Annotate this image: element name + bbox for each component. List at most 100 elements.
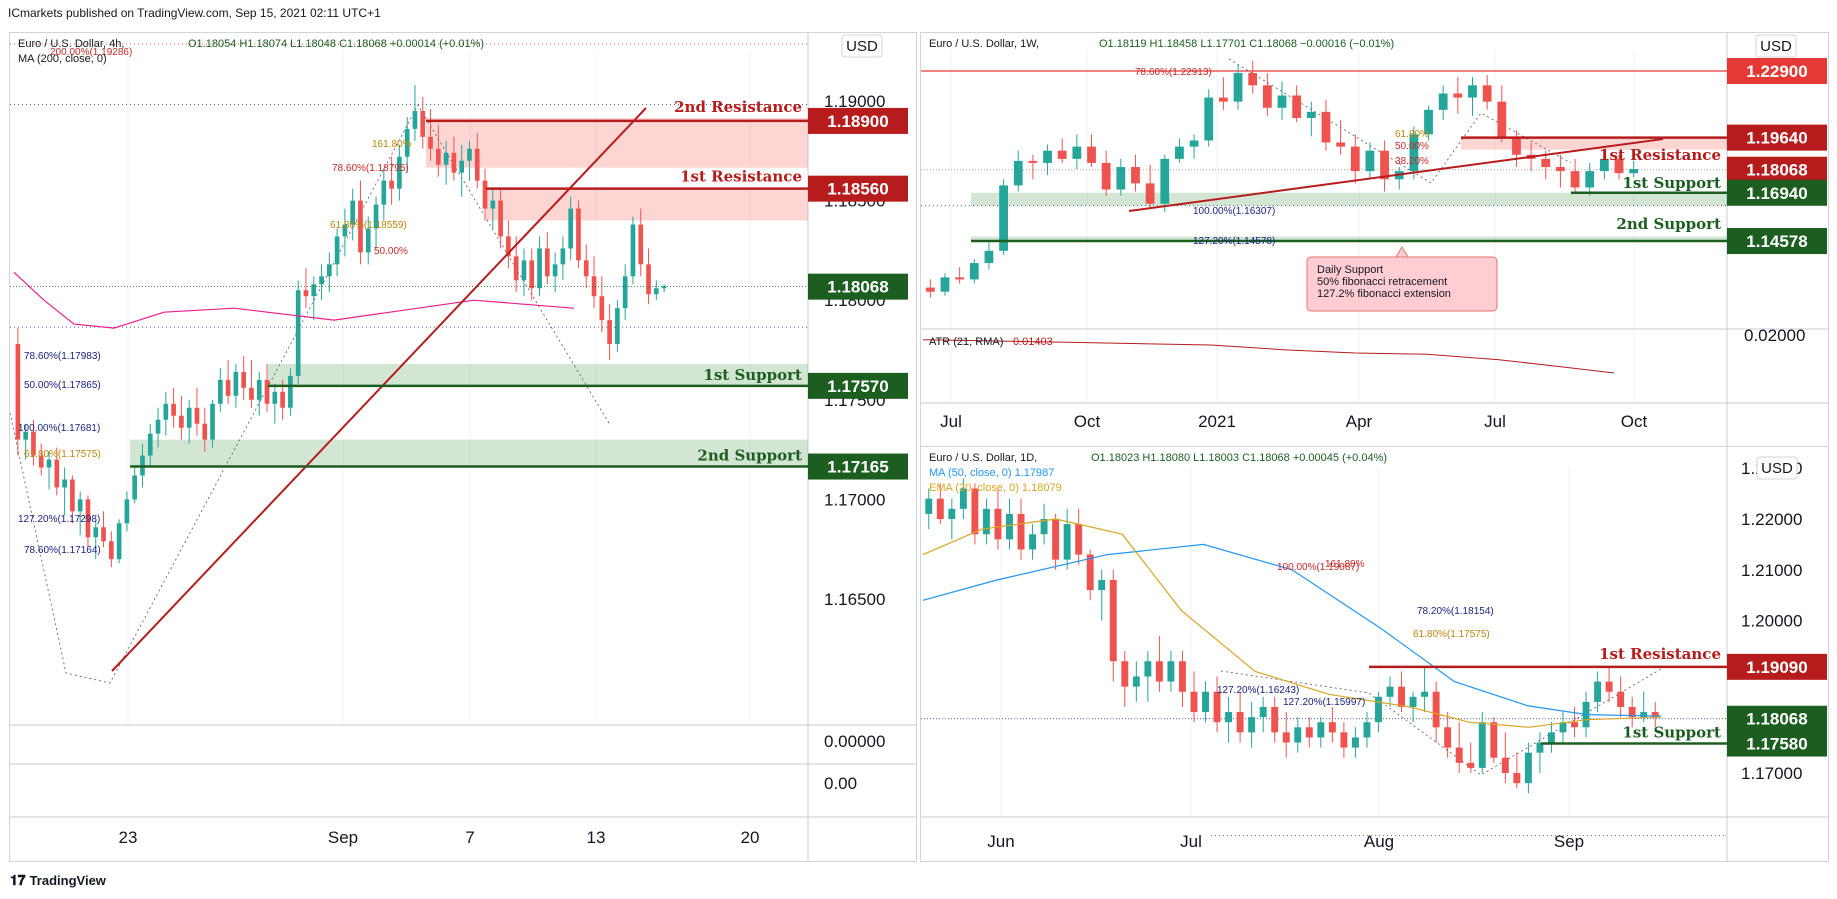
candle-4h-candle	[147, 433, 153, 456]
candle-4h-candle	[38, 455, 44, 468]
candle-1d-candle	[1109, 579, 1117, 662]
candle-4h-candle	[412, 110, 418, 129]
candle-1d-candle	[1328, 722, 1336, 733]
candle-4h-candle	[249, 387, 254, 400]
candle-4h-candle	[288, 375, 293, 408]
candle-1w-candle	[1482, 85, 1492, 102]
price-tag-resistance-1-bg	[808, 175, 908, 202]
chart-1w-svg[interactable]: 1st Resistance 1st Support 2nd Support 78.6…	[921, 33, 1828, 446]
currency-box	[841, 34, 883, 58]
support-zone-1	[971, 192, 1727, 206]
price-axis-tick: 1.21000	[1741, 561, 1802, 580]
candle-4h-candle	[272, 391, 278, 404]
candle-1d-candle	[1594, 681, 1602, 702]
candle-1w-candle	[1321, 111, 1331, 143]
candle-1d-candle	[1490, 722, 1498, 758]
candle-4h-candle	[646, 264, 651, 295]
resistance-zone-1	[1461, 137, 1727, 150]
candle-1w-candle	[1116, 167, 1126, 190]
time-axis-tick: 2021	[1198, 412, 1236, 431]
price-tag-support-2-bg	[1727, 228, 1827, 255]
fib-label: 127.20%(1.17298)	[18, 514, 100, 525]
candle-1w-candle	[1453, 93, 1463, 98]
legend-indicator: MA (200, close, 0)	[18, 53, 107, 65]
ma50-line	[922, 543, 1662, 717]
fib-label: 78.60%(1.17164)	[24, 545, 101, 556]
candle-4h-candle	[638, 224, 644, 265]
candle-4h-candle	[23, 431, 29, 440]
candle-1w-candle	[1028, 160, 1038, 163]
legend-ohlc: O1.18119 H1.18458 L1.17701 C1.18068 −0.0…	[1099, 38, 1394, 50]
chart-1d-svg[interactable]: 1st Resistance 1st Support 100.00%(1.19087…	[921, 447, 1828, 861]
candle-1d-candle	[1478, 722, 1486, 768]
candle-1w-candle	[1336, 142, 1346, 147]
chart-panel-1d[interactable]: 1st Resistance 1st Support 100.00%(1.19087…	[920, 446, 1829, 862]
candle-4h-candle	[459, 160, 465, 173]
time-axis-tick: Sep	[328, 828, 358, 847]
support-2-label: 2nd Support	[1616, 215, 1721, 233]
price-tag-resistance-top: 1.22900	[1746, 62, 1807, 81]
support-zone-2	[971, 236, 1727, 242]
candle-1w-candle	[1424, 109, 1433, 135]
candle-1w-candle	[1409, 134, 1419, 172]
candle-1d-candle	[1547, 732, 1555, 743]
candle-4h-candle	[435, 148, 441, 165]
publisher-header: ICmarkets published on TradingView.com, …	[8, 6, 381, 20]
candle-1w-candle	[1131, 167, 1140, 184]
candle-4h-candle	[420, 110, 426, 137]
chart-panel-4h[interactable]: 2nd Resistance 1st Resistance 1st Support 2…	[9, 32, 917, 862]
callout-text: 50% fibonacci retracement	[1317, 276, 1447, 288]
price-tag-current: 1.18068	[827, 278, 888, 297]
candle-4h-candle	[93, 527, 99, 538]
candle-1w-candle	[969, 263, 979, 280]
candle-1d-candle	[1571, 722, 1578, 728]
fib-label: 38.20%	[1395, 156, 1429, 167]
candle-1d-candle	[1305, 727, 1313, 738]
candle-1d-candle	[1398, 686, 1406, 707]
price-tag-support-2-bg	[808, 453, 908, 480]
candle-1d-candle	[1409, 696, 1417, 707]
candle-4h-candle	[513, 256, 519, 281]
candle-4h-candle	[132, 475, 138, 500]
time-axis-tick: 20	[741, 828, 760, 847]
support-zone-2	[130, 439, 808, 467]
price-axis-tick: 1.19000	[824, 92, 885, 111]
price-axis-tick: 1.17000	[824, 490, 885, 509]
candle-4h-candle	[54, 459, 60, 488]
candle-4h-candle	[241, 371, 247, 388]
price-tag-resistance-top-bg	[1727, 58, 1827, 84]
candle-1d-candle	[948, 508, 956, 519]
support-1-label: 1st Support	[1622, 174, 1721, 192]
chart-panel-1w[interactable]: 1st Resistance 1st Support 2nd Support 78.6…	[920, 32, 1829, 447]
candle-1w-candle	[1629, 169, 1639, 174]
price-axis-tick: 1.22000	[1741, 510, 1802, 529]
candle-4h-candle	[389, 180, 394, 189]
candle-1d-candle	[1467, 762, 1475, 768]
candle-1d-candle	[1225, 712, 1233, 723]
price-tag-current: 1.18068	[1746, 710, 1807, 729]
time-axis-tick: Sep	[1554, 832, 1584, 851]
fib-label: 50.00%	[1395, 141, 1429, 152]
candle-1d-candle	[1178, 661, 1186, 692]
candle-1w-candle	[1380, 150, 1389, 180]
candle-4h-candle	[85, 499, 91, 538]
candle-1d-candle	[1363, 722, 1371, 738]
chart-4h-svg[interactable]: 2nd Resistance 1st Resistance 1st Support 2…	[10, 33, 916, 861]
price-tag-support-1: 1.17580	[1746, 735, 1807, 754]
atr-legend: ATR (21, RMA)	[929, 336, 1003, 348]
candle-1w-candle	[1512, 138, 1521, 155]
time-axis-tick: Oct	[1074, 412, 1101, 431]
price-tag-current-bg	[1727, 705, 1827, 732]
candle-1w-candle	[1043, 150, 1052, 163]
candle-1d-candle	[1294, 727, 1302, 743]
candle-4h-candle	[62, 479, 67, 488]
candle-4h-candle	[576, 208, 581, 261]
candle-1d-candle	[1375, 696, 1382, 723]
price-tag-resistance-2-bg	[808, 107, 908, 134]
candle-4h-candle	[194, 407, 200, 424]
candle-4h-candle	[482, 180, 488, 209]
resistance-1-label: 1st Resistance	[680, 168, 802, 186]
price-tag-resistance-1: 1.19090	[1746, 658, 1807, 677]
candle-1d-candle	[1317, 722, 1325, 738]
candle-1d-candle	[1513, 773, 1521, 784]
